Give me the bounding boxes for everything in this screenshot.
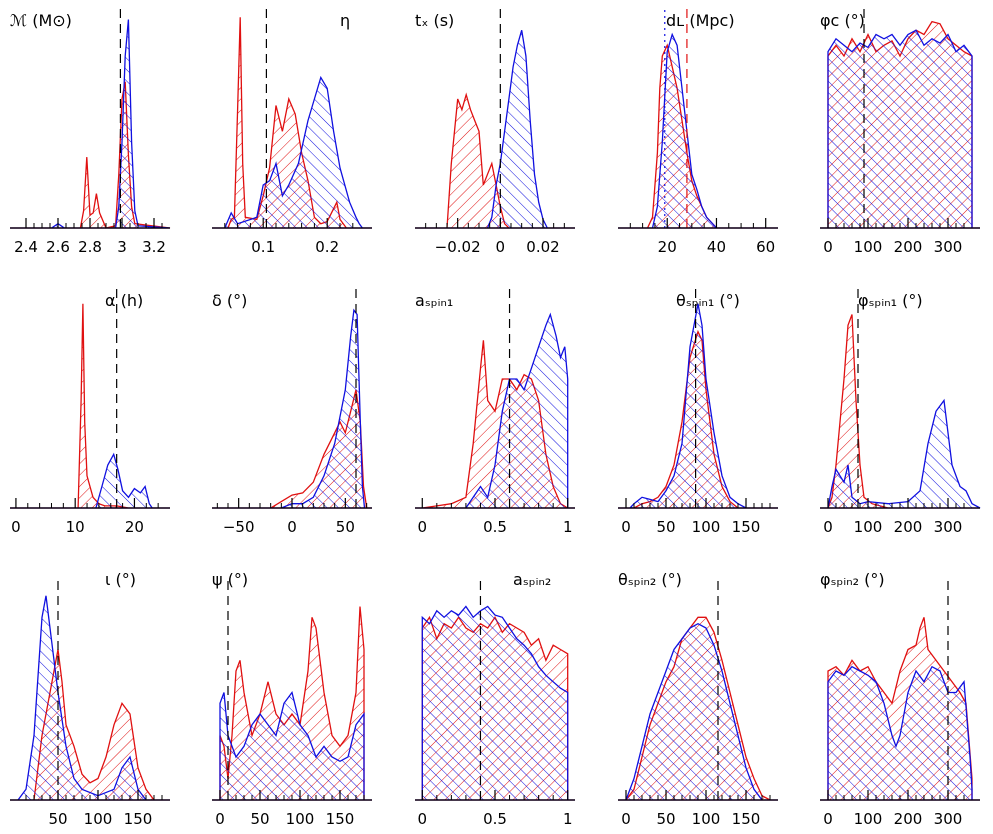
series-red-area [10, 303, 170, 509]
panel-13: 0 0.5 1 aₛₚᵢₙ₂ [415, 570, 575, 828]
tick-label: 0 [823, 518, 833, 536]
tick-label: 200 [894, 810, 923, 828]
tick-label: 2.4 [14, 238, 38, 256]
panel-6: 0 10 20 α (h) [10, 289, 170, 536]
tick-label: 0 [823, 238, 833, 256]
series-blue-area [415, 30, 575, 229]
panel-3: −0.02 0 0.02 tₓ (s) [415, 9, 575, 256]
tick-label: 200 [894, 238, 923, 256]
tick-label: 50 [656, 810, 675, 828]
panel-title: φₛₚᵢₙ₂ (°) [820, 570, 885, 589]
panel-15: 0 100 200 300 φₛₚᵢₙ₂ (°) [820, 570, 980, 828]
tick-label: 0 [287, 518, 297, 536]
series-blue-area [820, 665, 980, 801]
series-blue-area [10, 595, 170, 801]
series-blue-area [10, 19, 171, 229]
tick-label: 3.2 [142, 238, 166, 256]
panel-11: 50 100 150 ι (°) [10, 570, 170, 828]
tick-label: 0 [823, 810, 833, 828]
tick-label: −50 [223, 518, 255, 536]
tick-label: 100 [854, 518, 883, 536]
tick-label: 300 [934, 518, 963, 536]
panel-title: α (h) [105, 291, 143, 310]
tick-label: 0 [621, 518, 631, 536]
panel-title: dʟ (Mpc) [666, 11, 735, 30]
tick-label: 2.6 [46, 238, 70, 256]
series-blue-area [415, 605, 575, 801]
panel-8: 0 0.5 1 aₛₚᵢₙ₁ [415, 289, 575, 536]
tick-label: 50 [250, 810, 269, 828]
tick-label: 0 [417, 518, 427, 536]
tick-label: 100 [692, 810, 721, 828]
tick-label: 20 [125, 518, 144, 536]
tick-label: 0.2 [315, 238, 339, 256]
panel-2: 0.1 0.2 η [212, 9, 372, 256]
tick-label: 200 [894, 518, 923, 536]
panel-title: θₛₚᵢₙ₁ (°) [676, 291, 740, 310]
series-blue-area [212, 75, 372, 229]
panel-title: η [340, 11, 350, 30]
tick-label: 150 [732, 810, 761, 828]
tick-label: 100 [854, 238, 883, 256]
series-blue-area [618, 622, 778, 801]
series-blue-area [820, 29, 980, 229]
panel-title: aₛₚᵢₙ₁ [415, 291, 453, 310]
tick-label: 1 [563, 518, 573, 536]
panel-9: 0 50 100 150 θₛₚᵢₙ₁ (°) [618, 289, 778, 536]
panel-1: 2.4 2.6 2.8 3 3.2 ℳ (M⊙) [10, 9, 171, 256]
tick-label: 100 [286, 810, 315, 828]
tick-label: 150 [326, 810, 355, 828]
tick-label: 100 [692, 518, 721, 536]
tick-label: 50 [48, 810, 67, 828]
tick-label: 40 [707, 238, 726, 256]
tick-label: −0.02 [435, 238, 481, 256]
panel-title: φᴄ (°) [820, 11, 865, 30]
tick-label: 60 [756, 238, 775, 256]
tick-label: 300 [934, 238, 963, 256]
tick-label: 50 [656, 518, 675, 536]
tick-label: 50 [336, 518, 355, 536]
tick-label: 2.8 [78, 238, 102, 256]
panel-title: tₓ (s) [415, 11, 454, 30]
panel-title: ι (°) [105, 570, 136, 589]
panel-title: ℳ (M⊙) [10, 11, 72, 30]
panel-14: 0 50 100 150 θₛₚᵢₙ₂ (°) [618, 570, 778, 828]
panel-title: φₛₚᵢₙ₁ (°) [858, 291, 923, 310]
panel-10: 0 100 200 300 φₛₚᵢₙ₁ (°) [820, 289, 981, 536]
tick-label: 150 [732, 518, 761, 536]
tick-label: 0 [215, 810, 225, 828]
panel-5: 0 100 200 300 φᴄ (°) [820, 9, 980, 256]
tick-label: 100 [84, 810, 113, 828]
tick-label: 0 [11, 518, 21, 536]
tick-label: 20 [658, 238, 677, 256]
tick-label: 0.5 [483, 518, 507, 536]
tick-label: 3 [117, 238, 127, 256]
panel-4: 20 40 60 dʟ (Mpc) [618, 9, 778, 256]
series-blue-area [618, 32, 778, 229]
tick-label: 0 [496, 238, 506, 256]
panel-title: δ (°) [212, 291, 247, 310]
panel-title: θₛₚᵢₙ₂ (°) [618, 570, 682, 589]
panel-12: 0 50 100 150 ψ (°) [212, 570, 372, 828]
series-blue-area [618, 303, 778, 509]
tick-label: 0.1 [251, 238, 275, 256]
panel-title: aₛₚᵢₙ₂ [513, 570, 551, 589]
series-blue-area [415, 312, 575, 509]
tick-label: 0.5 [483, 810, 507, 828]
tick-label: 100 [854, 810, 883, 828]
tick-label: 0 [417, 810, 427, 828]
tick-label: 0.02 [526, 238, 559, 256]
series-blue-area [10, 452, 170, 509]
panel-7: −50 0 50 δ (°) [212, 289, 372, 536]
tick-label: 1 [563, 810, 573, 828]
tick-label: 300 [934, 810, 963, 828]
tick-label: 10 [66, 518, 85, 536]
series-blue-area [212, 308, 372, 509]
series-red-area [10, 81, 171, 229]
tick-label: 150 [124, 810, 153, 828]
panel-title: ψ (°) [212, 570, 248, 589]
tick-label: 0 [621, 810, 631, 828]
